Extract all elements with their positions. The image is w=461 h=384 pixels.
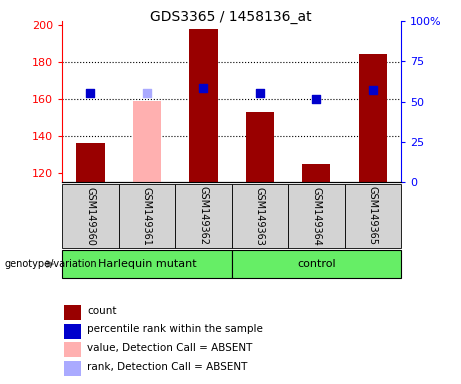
Bar: [64, 324, 82, 339]
Text: GSM149361: GSM149361: [142, 187, 152, 245]
Point: [87, 90, 94, 96]
Bar: [133, 101, 161, 182]
Bar: [62, 250, 231, 278]
Bar: [64, 343, 82, 358]
Bar: [344, 184, 401, 248]
Point: [143, 90, 151, 96]
Bar: [64, 305, 82, 320]
Bar: [302, 164, 331, 182]
Point: [200, 85, 207, 91]
Bar: [359, 55, 387, 182]
Text: count: count: [88, 306, 117, 316]
Text: genotype/variation: genotype/variation: [5, 259, 97, 269]
Text: value, Detection Call = ABSENT: value, Detection Call = ABSENT: [88, 343, 253, 353]
Bar: [118, 184, 175, 248]
Point: [256, 90, 264, 96]
Bar: [189, 28, 218, 182]
Text: GSM149360: GSM149360: [85, 187, 95, 245]
Text: Harlequin mutant: Harlequin mutant: [98, 259, 196, 269]
Text: GDS3365 / 1458136_at: GDS3365 / 1458136_at: [150, 10, 311, 23]
Bar: [175, 184, 231, 248]
Bar: [288, 184, 344, 248]
Text: percentile rank within the sample: percentile rank within the sample: [88, 324, 263, 334]
Point: [313, 96, 320, 102]
Bar: [231, 250, 401, 278]
Text: GSM149362: GSM149362: [198, 187, 208, 245]
Text: GSM149365: GSM149365: [368, 187, 378, 245]
Text: GSM149364: GSM149364: [311, 187, 321, 245]
Text: GSM149363: GSM149363: [255, 187, 265, 245]
Bar: [64, 361, 82, 376]
Bar: [62, 184, 118, 248]
Bar: [246, 112, 274, 182]
Point: [369, 87, 377, 93]
Text: rank, Detection Call = ABSENT: rank, Detection Call = ABSENT: [88, 362, 248, 372]
Bar: [77, 144, 105, 182]
Bar: [231, 184, 288, 248]
Text: control: control: [297, 259, 336, 269]
